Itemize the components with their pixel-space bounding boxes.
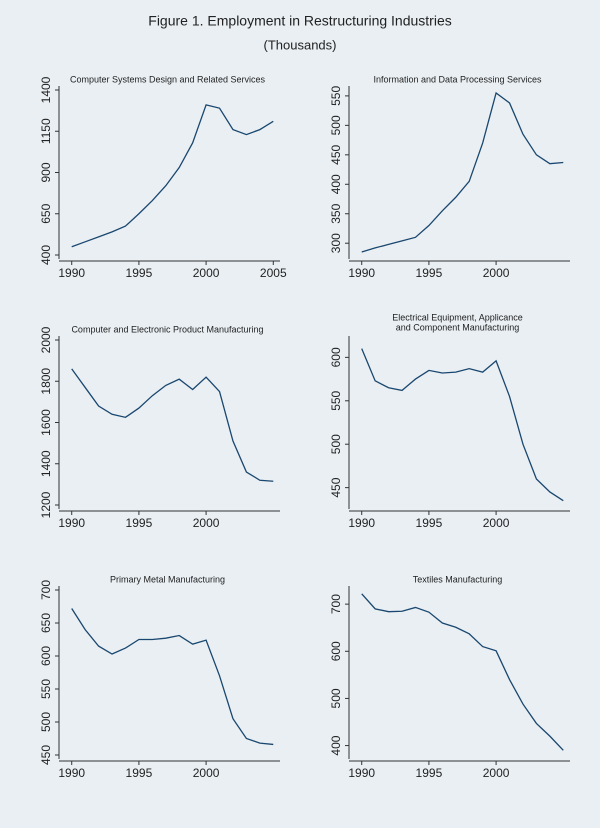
series-line <box>71 368 274 482</box>
y-tick-label: 700 <box>39 580 53 600</box>
y-tick-label: 700 <box>329 594 343 614</box>
y-tick-label: 450 <box>39 745 53 765</box>
y-tick-label: 900 <box>39 162 53 182</box>
y-tick-label: 350 <box>329 203 343 223</box>
x-tick-label: 2005 <box>260 266 287 280</box>
figure-title: Figure 1. Employment in Restructuring In… <box>148 13 451 29</box>
y-tick-label: 1400 <box>39 76 53 103</box>
y-tick-label: 550 <box>329 86 343 106</box>
x-tick-label: 1995 <box>126 266 153 280</box>
x-tick-label: 1990 <box>348 766 375 780</box>
x-tick-label: 1995 <box>416 516 443 530</box>
series-line <box>71 104 274 248</box>
y-tick-label: 300 <box>329 233 343 253</box>
y-tick-label: 500 <box>329 115 343 135</box>
y-tick-label: 600 <box>39 646 53 666</box>
y-tick-label: 1150 <box>39 118 53 144</box>
chart-title: Electrical Equipment, Applicance <box>392 312 523 322</box>
x-tick-label: 2000 <box>483 266 510 280</box>
x-tick-label: 2000 <box>193 266 220 280</box>
chart-title: Primary Metal Manufacturing <box>110 574 225 584</box>
y-tick-label: 1200 <box>39 491 53 518</box>
y-tick-label: 1800 <box>39 368 53 395</box>
chart-title: Computer Systems Design and Related Serv… <box>70 74 266 84</box>
series-line <box>361 593 564 751</box>
chart-title: Textiles Manufacturing <box>413 574 503 584</box>
x-tick-label: 1990 <box>58 266 85 280</box>
y-tick-label: 650 <box>39 203 53 223</box>
y-tick-label: 400 <box>39 245 53 265</box>
y-tick-label: 500 <box>39 712 53 732</box>
figure-subtitle: (Thousands) <box>264 37 337 52</box>
x-tick-label: 1995 <box>416 266 443 280</box>
x-tick-label: 1990 <box>348 266 375 280</box>
y-tick-label: 1400 <box>39 450 53 477</box>
y-tick-label: 400 <box>329 174 343 194</box>
x-tick-label: 1995 <box>126 766 153 780</box>
x-tick-label: 2000 <box>483 766 510 780</box>
x-tick-label: 2000 <box>193 766 220 780</box>
x-tick-label: 1990 <box>348 516 375 530</box>
x-tick-label: 1995 <box>416 766 443 780</box>
y-tick-label: 1600 <box>39 409 53 436</box>
y-tick-label: 2000 <box>39 326 53 353</box>
series-line <box>361 348 564 502</box>
chart-title: Computer and Electronic Product Manufact… <box>71 324 263 334</box>
y-tick-label: 450 <box>329 144 343 164</box>
y-tick-label: 400 <box>329 735 343 755</box>
y-tick-label: 600 <box>329 641 343 661</box>
x-tick-label: 1990 <box>58 516 85 530</box>
series-line <box>71 608 274 746</box>
y-tick-label: 500 <box>329 434 343 454</box>
x-tick-label: 2000 <box>483 516 510 530</box>
y-tick-label: 650 <box>39 613 53 633</box>
x-tick-label: 1995 <box>126 516 153 530</box>
chart-title: and Component Manufacturing <box>396 322 520 332</box>
y-tick-label: 450 <box>329 477 343 497</box>
x-tick-label: 2000 <box>193 516 220 530</box>
y-tick-label: 500 <box>329 688 343 708</box>
y-tick-label: 550 <box>329 390 343 410</box>
chart-title: Information and Data Processing Services <box>373 74 542 84</box>
x-tick-label: 1990 <box>58 766 85 780</box>
series-line <box>361 91 564 253</box>
y-tick-label: 550 <box>39 679 53 699</box>
y-tick-label: 600 <box>329 347 343 367</box>
